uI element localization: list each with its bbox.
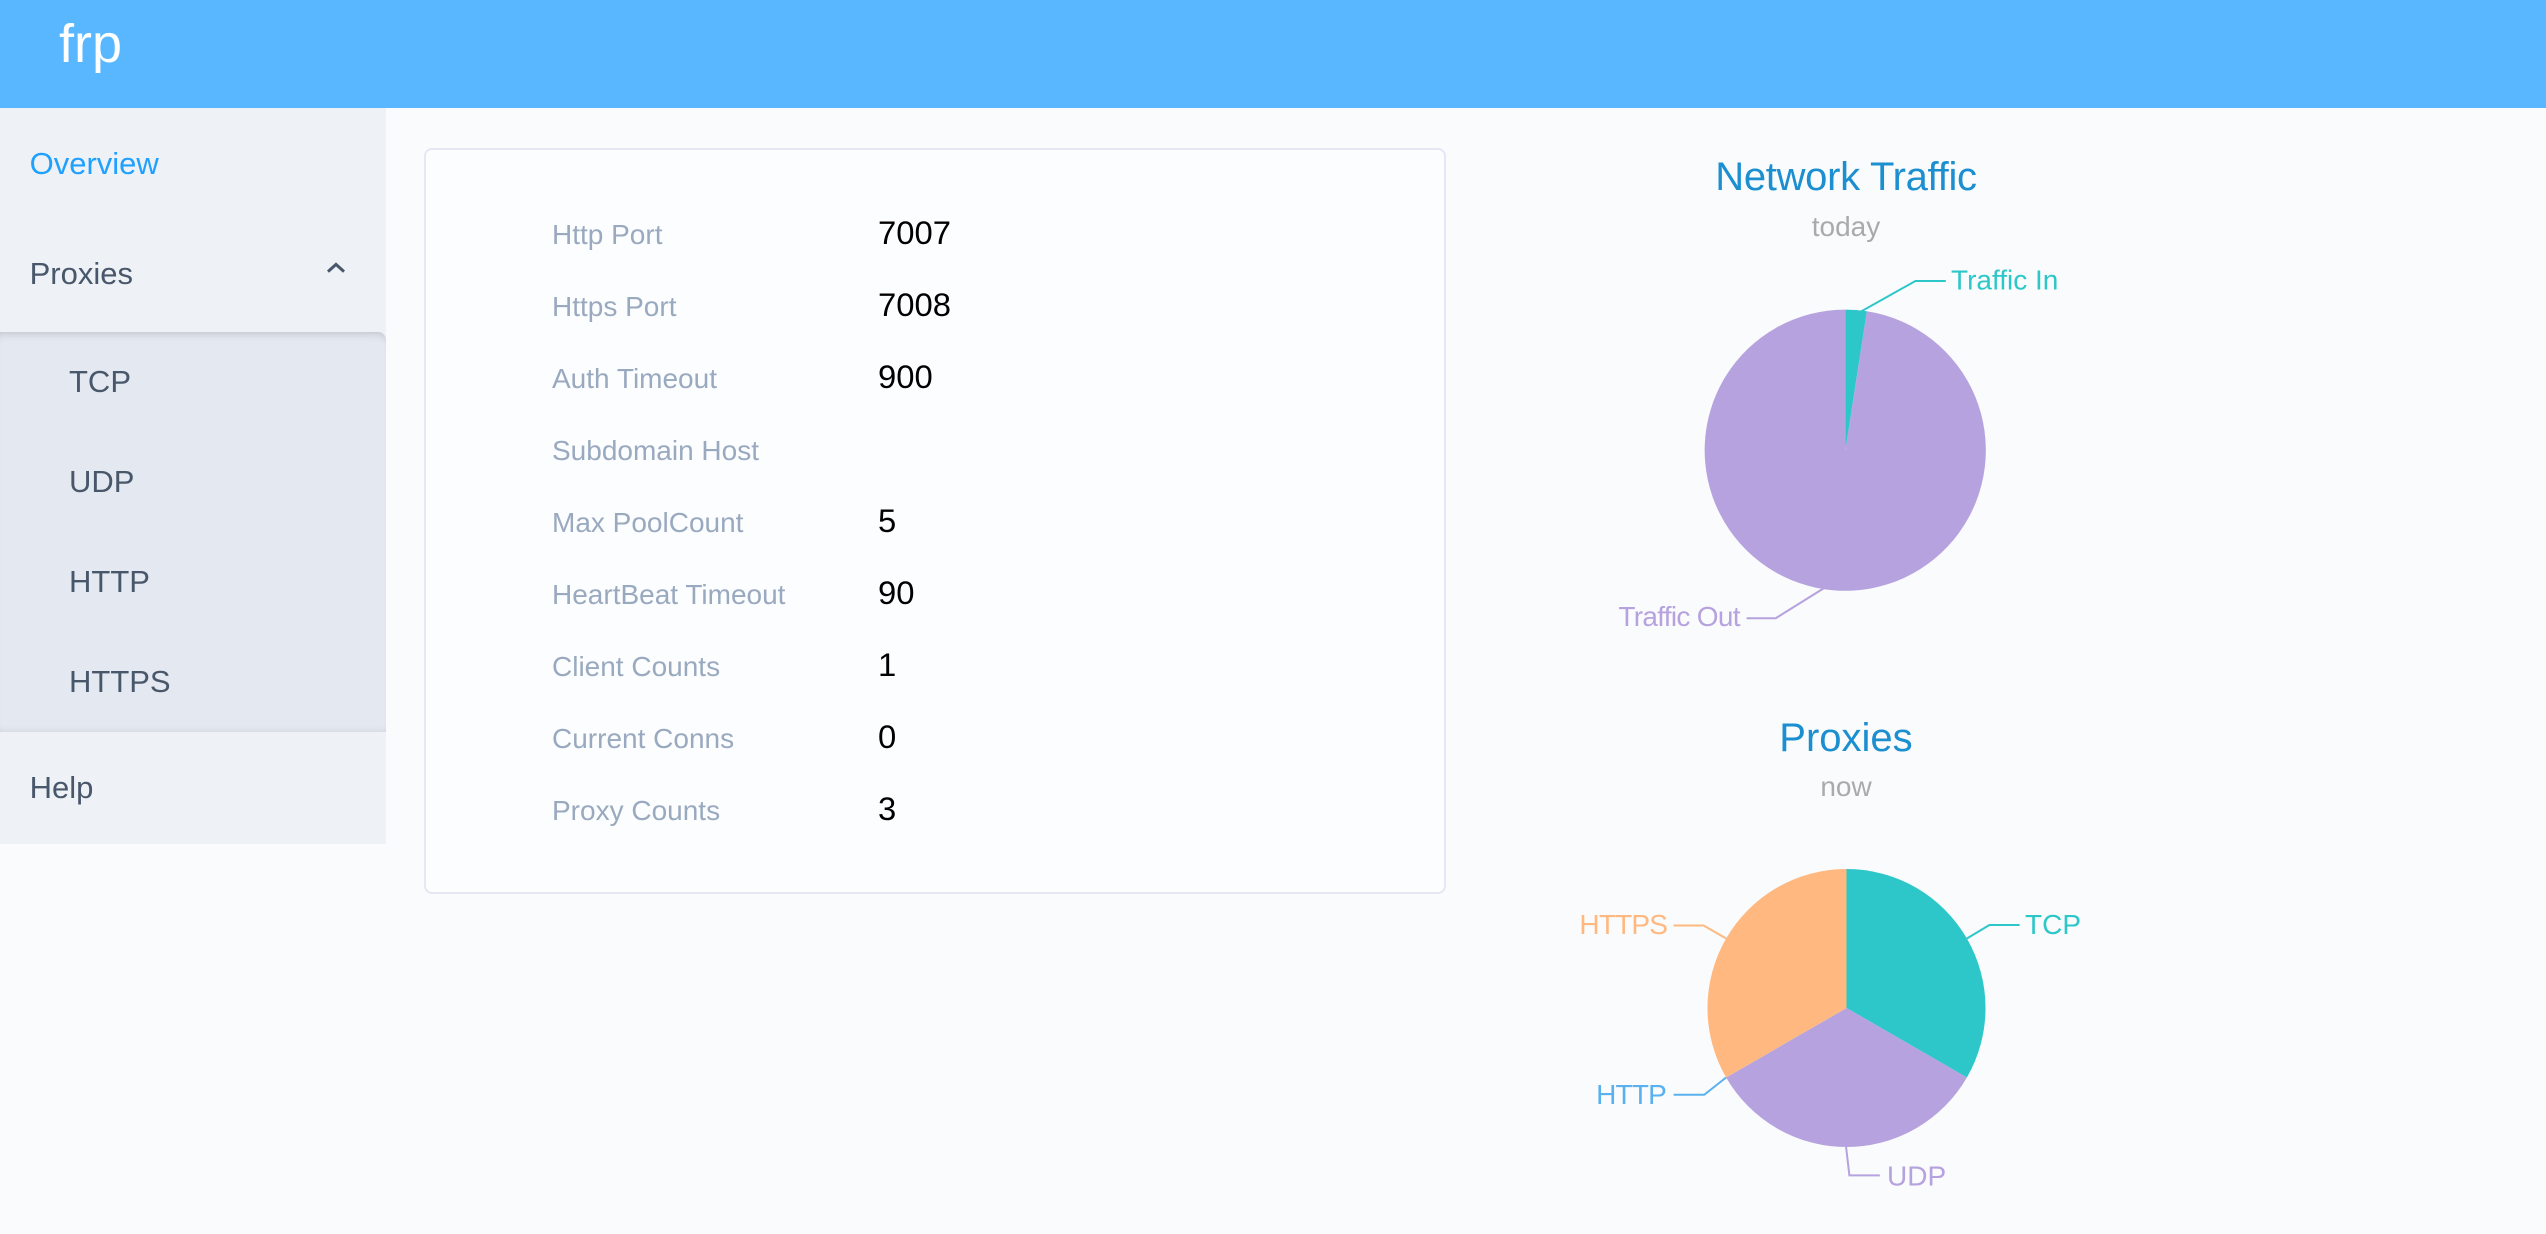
svg-text:now: now <box>1820 771 1872 802</box>
svg-text:Network Traffic: Network Traffic <box>1715 155 1977 199</box>
svg-text:Traffic In: Traffic In <box>1951 265 2058 296</box>
svg-text:UDP: UDP <box>1887 1160 1946 1191</box>
svg-text:Proxies: Proxies <box>1779 716 1912 760</box>
svg-text:today: today <box>1812 211 1881 242</box>
svg-text:HTTPS: HTTPS <box>1579 909 1667 940</box>
svg-text:HTTP: HTTP <box>1596 1079 1666 1110</box>
svg-text:TCP: TCP <box>2025 909 2081 940</box>
svg-text:Traffic Out: Traffic Out <box>1618 601 1740 632</box>
